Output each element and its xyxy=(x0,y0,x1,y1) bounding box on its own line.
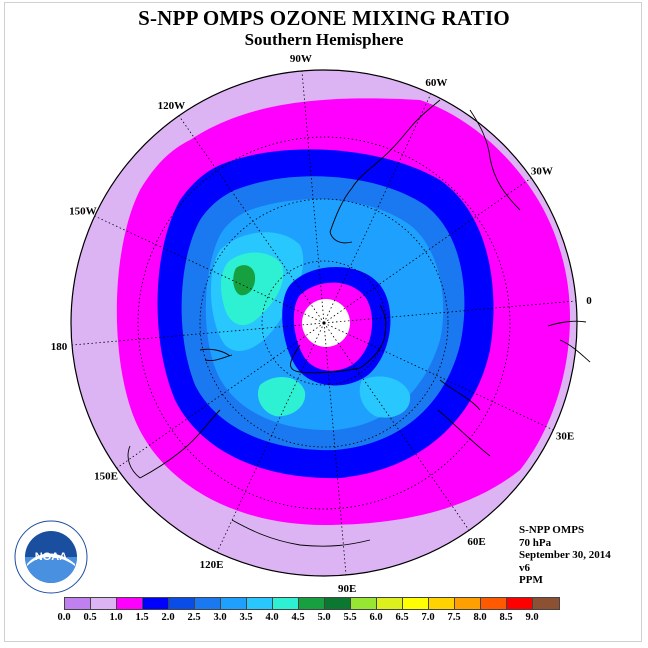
colorbar-swatch xyxy=(351,598,377,609)
colorbar-swatch xyxy=(429,598,455,609)
colorbar-swatch xyxy=(91,598,117,609)
colorbar-swatch xyxy=(273,598,299,609)
info-level: 70 hPa xyxy=(519,536,552,549)
colorbar-swatch xyxy=(507,598,533,609)
info-panel: S-NPP OMPS 70 hPa September 30, 2014 v6 … xyxy=(519,524,611,587)
colorbar-swatch xyxy=(247,598,273,609)
longitude-label: 30E xyxy=(556,430,574,442)
info-version: v6 xyxy=(519,561,530,574)
longitude-label: 180 xyxy=(51,341,68,353)
south-pole-marker xyxy=(322,321,326,325)
colorbar-tick-label: 5.5 xyxy=(343,612,357,623)
band-turquoise-2 xyxy=(257,376,306,417)
colorbar-tick-label: 2.5 xyxy=(187,612,201,623)
colorbar-swatch xyxy=(299,598,325,609)
longitude-label: 90W xyxy=(290,53,312,65)
band-cyan-2 xyxy=(359,376,411,418)
noaa-logo: NOAA xyxy=(14,520,88,594)
logo-text: NOAA xyxy=(35,551,67,563)
colorbar-swatch xyxy=(221,598,247,609)
colorbar-tick-label: 9.0 xyxy=(525,612,539,623)
colorbar-ticks: 0.0 0.5 1.0 1.5 2.0 2.5 3.0 3.5 4.0 4.5 5.0 5.5 6.0 6… xyxy=(0,612,648,626)
colorbar-tick-label: 5.0 xyxy=(317,612,331,623)
longitude-label: 60E xyxy=(467,536,485,548)
colorbar-swatch xyxy=(377,598,403,609)
colorbar-tick-label: 0.0 xyxy=(57,612,71,623)
colorbar-swatch xyxy=(195,598,221,609)
figure-frame xyxy=(4,2,642,642)
colorbar-tick-label: 3.5 xyxy=(239,612,253,623)
colorbar-swatch xyxy=(455,598,481,609)
colorbar-tick-label: 1.5 xyxy=(135,612,149,623)
colorbar-swatch xyxy=(533,598,559,609)
longitude-label: 0 xyxy=(586,295,592,307)
colorbar-swatch xyxy=(65,598,91,609)
map-subtitle: Southern Hemisphere xyxy=(244,30,404,49)
colorbar-tick-label: 3.0 xyxy=(213,612,227,623)
colorbar-tick-label: 8.5 xyxy=(499,612,513,623)
longitude-label: 60W xyxy=(425,77,447,89)
colorbar-swatch xyxy=(169,598,195,609)
colorbar-tick-label: 2.0 xyxy=(161,612,175,623)
colorbar-swatch xyxy=(481,598,507,609)
longitude-label: 30W xyxy=(531,165,553,177)
colorbar-swatch xyxy=(403,598,429,609)
colorbar-tick-label: 1.0 xyxy=(109,612,123,623)
coastlines xyxy=(127,99,591,547)
longitude-label: 150E xyxy=(94,471,118,483)
map-title: S-NPP OMPS OZONE MIXING RATIO xyxy=(138,6,510,30)
colorbar-swatch xyxy=(117,598,143,609)
info-instrument: S-NPP OMPS xyxy=(519,524,585,536)
longitude-label: 120E xyxy=(200,559,224,571)
colorbar-tick-label: 7.0 xyxy=(421,612,435,623)
longitude-label: 150W xyxy=(69,206,97,218)
no-data-pole xyxy=(302,299,350,347)
band-green xyxy=(233,265,256,296)
info-date: September 30, 2014 xyxy=(519,549,611,561)
map-boundary xyxy=(70,69,578,577)
colorbar-tick-label: 4.0 xyxy=(265,612,279,623)
colorbar-tick-label: 0.5 xyxy=(83,612,97,623)
colorbar-tick-label: 6.0 xyxy=(369,612,383,623)
colorbar-swatch xyxy=(325,598,351,609)
longitude-label: 120W xyxy=(158,100,186,112)
colorbar-tick-label: 8.0 xyxy=(473,612,487,623)
colorbar xyxy=(64,597,560,610)
colorbar-swatch xyxy=(143,598,169,609)
colorbar-tick-label: 7.5 xyxy=(447,612,461,623)
colorbar-tick-label: 4.5 xyxy=(291,612,305,623)
colorbar-tick-label: 6.5 xyxy=(395,612,409,623)
longitude-label: 90E xyxy=(338,583,356,595)
info-units: PPM xyxy=(519,574,543,586)
